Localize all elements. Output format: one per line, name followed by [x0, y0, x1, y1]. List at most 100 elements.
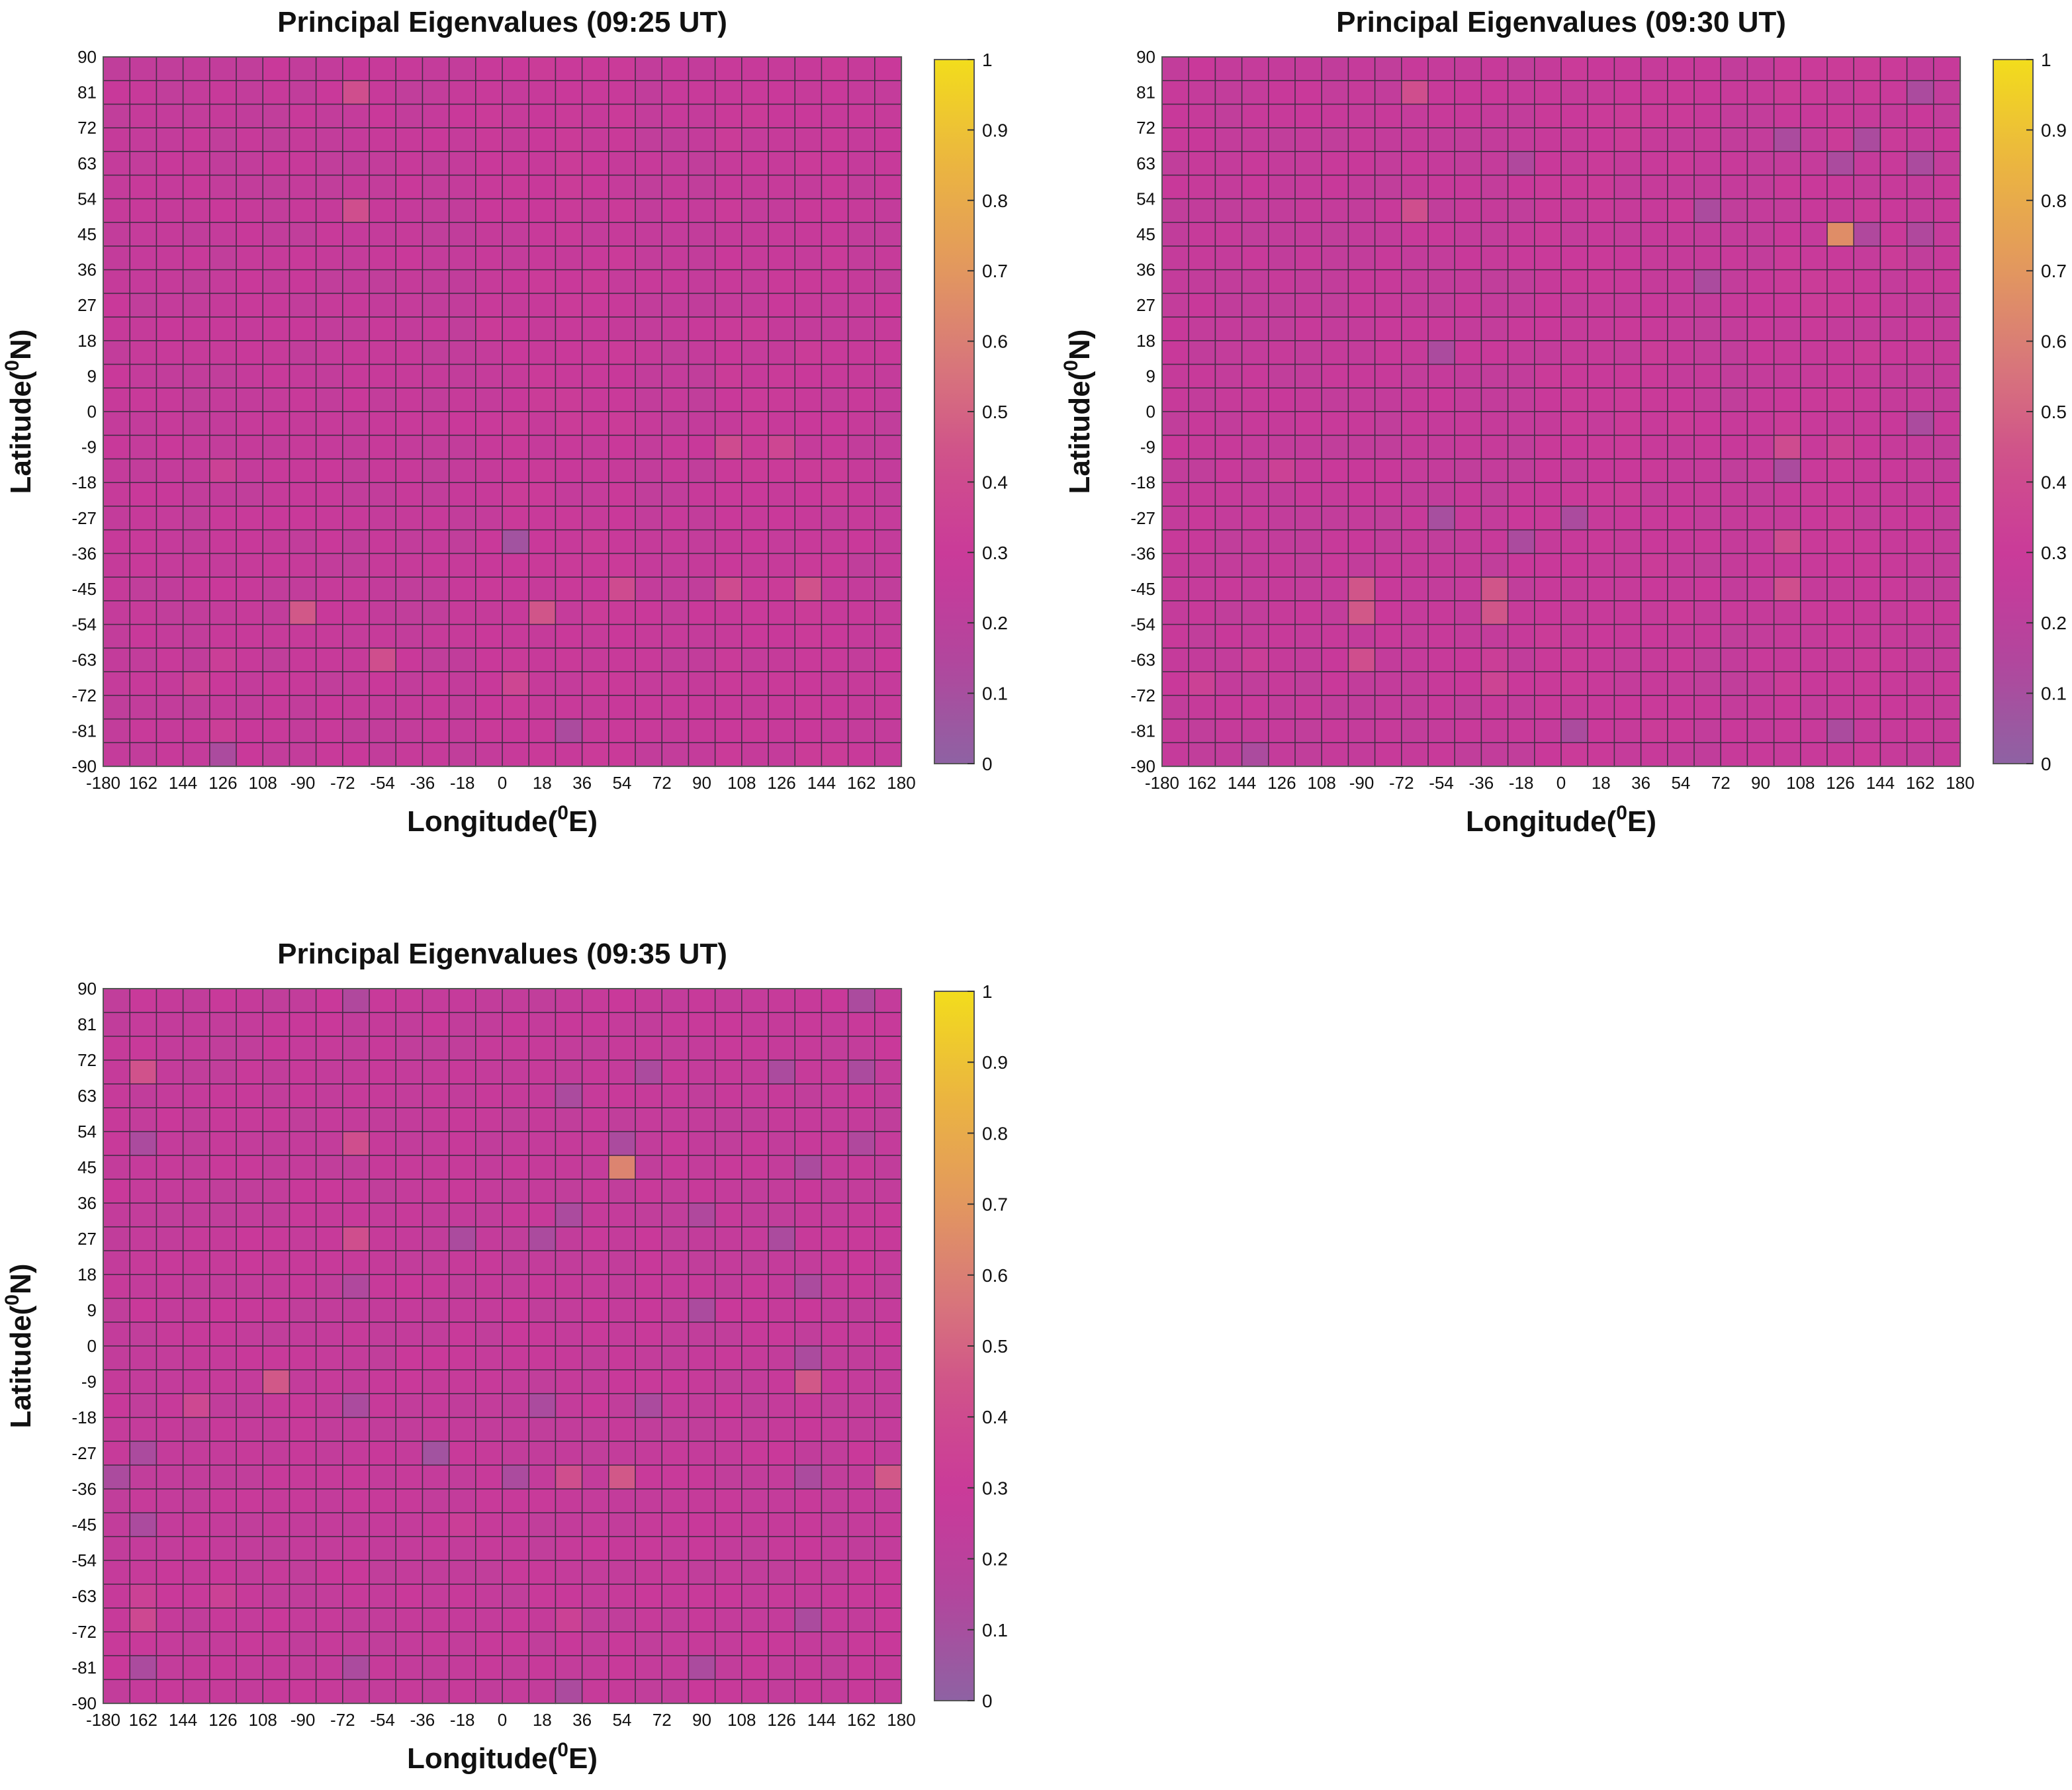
heatmap-cell: [661, 316, 690, 341]
heatmap-cell: [714, 576, 743, 602]
heatmap-cell: [1720, 482, 1748, 508]
heatmap-cell: [1188, 246, 1216, 271]
heatmap-cell: [1427, 316, 1456, 341]
heatmap-cell: [182, 1321, 210, 1347]
heatmap-cell: [262, 339, 291, 365]
heatmap-cell: [821, 292, 849, 318]
heatmap-cell: [1454, 316, 1482, 341]
heatmap-cell: [129, 56, 158, 81]
heatmap-cell: [208, 1560, 238, 1586]
heatmap-cell: [262, 1512, 291, 1538]
heatmap-cell: [262, 1560, 291, 1586]
heatmap-cell: [1507, 151, 1535, 176]
heatmap-cell: [741, 458, 770, 484]
heatmap-cell: [1294, 56, 1323, 81]
heatmap-cell: [422, 1536, 450, 1562]
heatmap-cell: [341, 1679, 371, 1705]
heatmap-cell: [369, 623, 397, 649]
heatmap-cell: [1268, 434, 1296, 460]
heatmap-cell: [1720, 623, 1748, 649]
heatmap-cell: [768, 1417, 796, 1443]
heatmap-cell: [714, 1464, 743, 1490]
heatmap-cell: [502, 1607, 530, 1633]
heatmap-cell: [821, 1512, 849, 1538]
heatmap-cell: [1906, 623, 1934, 649]
heatmap-cell: [1188, 553, 1216, 578]
heatmap-cell: [635, 411, 663, 436]
heatmap-cell: [1507, 576, 1535, 602]
heatmap-cell: [1347, 576, 1376, 602]
heatmap-cell: [555, 458, 583, 484]
heatmap-cell: [1613, 600, 1642, 625]
heatmap-cell: [1667, 387, 1695, 413]
heatmap-cell: [369, 411, 397, 436]
heatmap-cell: [474, 1369, 504, 1395]
heatmap-cell: [821, 103, 849, 129]
heatmap-cell: [236, 529, 264, 555]
heatmap-cell: [1294, 127, 1323, 153]
heatmap-cell: [289, 482, 317, 508]
heatmap-cell: [502, 1298, 530, 1323]
heatmap-cell: [1534, 363, 1562, 389]
heatmap-cell: [1746, 553, 1775, 578]
heatmap-cell: [1534, 103, 1562, 129]
heatmap-cell: [315, 1345, 343, 1371]
heatmap-cell: [208, 1202, 238, 1228]
heatmap-cell: [1613, 623, 1642, 649]
heatmap-cell: [103, 1274, 131, 1300]
heatmap-cell: [1161, 363, 1190, 389]
heatmap-cell: [661, 56, 690, 81]
heatmap-cell: [502, 1155, 530, 1181]
heatmap-cell: [1667, 434, 1695, 460]
heatmap-cell: [1560, 174, 1589, 200]
heatmap-cell: [1720, 79, 1748, 105]
heatmap-cell: [741, 1107, 770, 1133]
heatmap-cells: [103, 56, 903, 768]
heatmap-cell: [1826, 387, 1855, 413]
heatmap-cell: [794, 1607, 823, 1633]
heatmap-cell: [555, 1059, 583, 1085]
heatmap-cell: [688, 1179, 716, 1204]
heatmap-cell: [129, 1441, 158, 1466]
heatmap-cell: [129, 1512, 158, 1538]
heatmap-cell: [794, 127, 823, 153]
heatmap-cell: [474, 695, 504, 720]
heatmap-cell: [1640, 316, 1668, 341]
heatmap-cell: [1773, 529, 1801, 555]
x-tick-label: -36: [410, 773, 435, 793]
heatmap-cell: [768, 151, 796, 176]
heatmap-cell: [874, 269, 903, 294]
heatmap-cell: [1401, 434, 1429, 460]
heatmap-cell: [1853, 695, 1881, 720]
heatmap-cell: [688, 1369, 716, 1395]
heatmap-cell: [847, 1131, 876, 1157]
heatmap-cell: [1321, 576, 1349, 602]
heatmap-cell: [341, 269, 371, 294]
heatmap-cell: [1826, 529, 1855, 555]
heatmap-cell: [1906, 151, 1934, 176]
heatmap-cell: [1826, 482, 1855, 508]
heatmap-cell: [555, 482, 583, 508]
heatmap-cell: [208, 1274, 238, 1300]
heatmap-cell: [422, 387, 450, 413]
heatmap-cell: [208, 529, 238, 555]
heatmap-cell: [1321, 79, 1349, 105]
heatmap-cell: [635, 1560, 663, 1586]
heatmap-cell: [1853, 339, 1881, 365]
heatmap-cell: [555, 292, 583, 318]
heatmap-cell: [474, 1512, 504, 1538]
heatmap-cell: [794, 56, 823, 81]
heatmap-cell: [182, 529, 210, 555]
heatmap-cell: [821, 222, 849, 247]
heatmap-cell: [688, 246, 716, 271]
heatmap-cell: [395, 246, 424, 271]
heatmap-cell: [448, 623, 476, 649]
x-axis-label-pre: Longitude(: [407, 1742, 558, 1775]
heatmap-cell: [422, 1298, 450, 1323]
heatmap-cell: [208, 1464, 238, 1490]
heatmap-cell: [1374, 718, 1402, 744]
heatmap-cell: [262, 1059, 291, 1085]
heatmap-cell: [208, 127, 238, 153]
heatmap-cell: [262, 1584, 291, 1609]
heatmap-cell: [315, 576, 343, 602]
